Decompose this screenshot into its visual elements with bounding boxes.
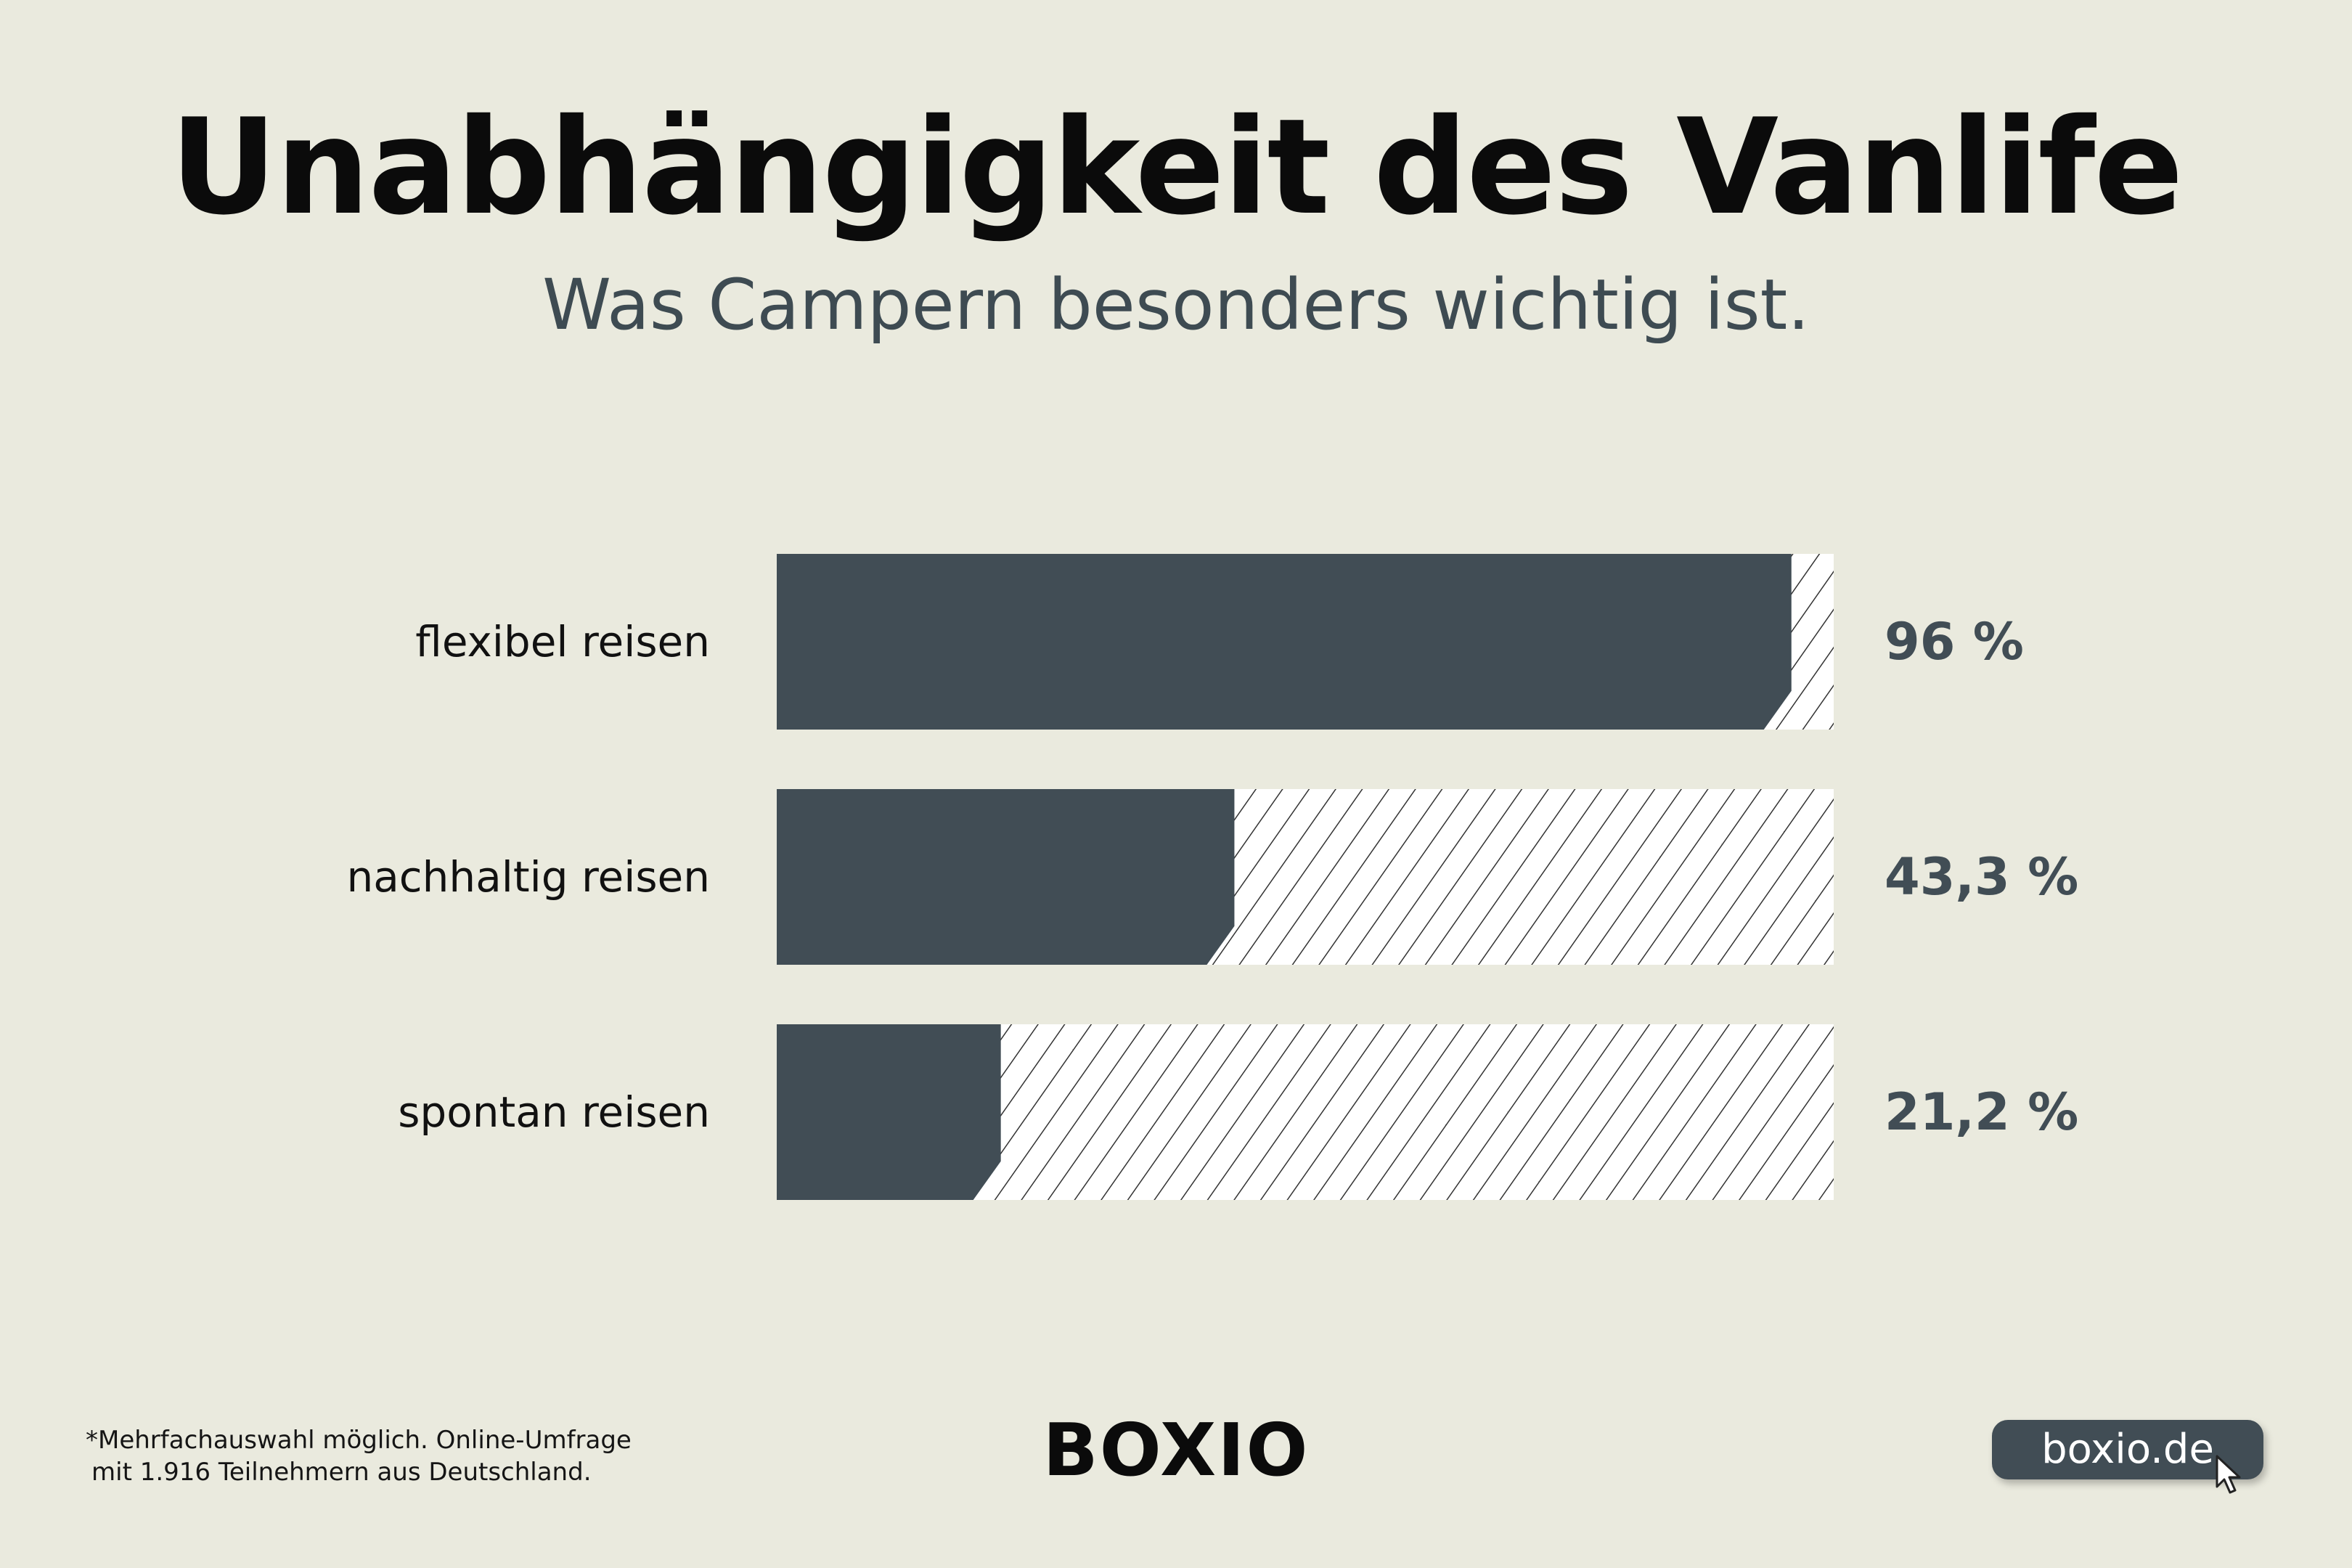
value-label-1: 43,3 % [1885,847,2078,907]
cursor-pointer-icon [2216,1455,2241,1494]
chart-subtitle: Was Campern besonders wichtig ist. [542,264,1810,346]
category-label-1: nachhaltig reisen [346,852,710,902]
footnote-line-1: *Mehrfachauswahl möglich. Online-Umfrage [86,1426,632,1455]
value-label-2: 21,2 % [1885,1082,2078,1142]
brand-logo: BOXIO [1042,1408,1310,1493]
bar-1 [777,789,1235,965]
footnote: *Mehrfachauswahl möglich. Online-Umfrage… [86,1424,739,1488]
category-label-2: spontan reisen [398,1087,710,1137]
bar-2 [777,1024,1001,1200]
value-label-0: 96 % [1885,612,2024,671]
bar-0 [777,554,1792,730]
footnote-line-2: mit 1.916 Teilnehmern aus Deutschland. [91,1458,592,1487]
chart-title: Unabhängigkeit des Vanlife [170,90,2184,244]
category-label-0: flexibel reisen [415,617,710,666]
